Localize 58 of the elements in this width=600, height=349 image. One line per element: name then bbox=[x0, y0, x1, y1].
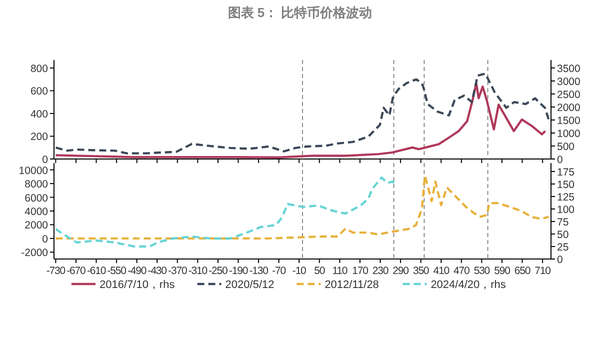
x-tick-label: -670 bbox=[66, 265, 86, 277]
y2-tick-label: 75 bbox=[557, 216, 569, 228]
x-tick-label: 710 bbox=[534, 265, 552, 277]
y2-tick-label: 100 bbox=[557, 204, 575, 216]
x-tick-label: -370 bbox=[168, 265, 188, 277]
legend-label: 2016/7/10，rhs bbox=[100, 279, 176, 291]
legend-label: 2020/5/12 bbox=[225, 279, 274, 291]
x-tick-label: -730 bbox=[46, 265, 66, 277]
legend-label: 2012/11/28 bbox=[324, 279, 379, 291]
x-tick-label: -610 bbox=[86, 265, 106, 277]
x-tick-label: -10 bbox=[292, 265, 307, 277]
x-tick-label: -250 bbox=[208, 265, 228, 277]
y2-tick-label: 500 bbox=[557, 140, 575, 153]
x-tick-label: -310 bbox=[188, 265, 208, 277]
x-tick-label: -190 bbox=[228, 265, 248, 277]
y-tick-label: 600 bbox=[30, 86, 48, 98]
y2-tick-label: 150 bbox=[557, 179, 575, 191]
y-tick-label: 10000 bbox=[18, 164, 48, 177]
x-tick-label: -430 bbox=[148, 265, 168, 277]
x-tick-label: 530 bbox=[474, 265, 490, 277]
y-tick-label: 6000 bbox=[24, 192, 48, 204]
legend-label: 2024/4/20，rhs bbox=[430, 279, 506, 291]
x-tick-label: 170 bbox=[352, 265, 369, 277]
y2-tick-label: 25 bbox=[557, 242, 569, 254]
x-tick-label: -490 bbox=[128, 265, 147, 277]
x-tick-label: 410 bbox=[433, 265, 450, 277]
x-tick-label: -130 bbox=[249, 265, 269, 277]
y-tick-label: 8000 bbox=[24, 178, 48, 191]
y2-tick-label: 0 bbox=[557, 154, 563, 166]
x-tick-label: -70 bbox=[272, 265, 286, 277]
y-tick-label: 4000 bbox=[24, 206, 48, 218]
y2-tick-label: 125 bbox=[557, 192, 575, 204]
y2-tick-label: 3500 bbox=[557, 62, 581, 75]
y2-tick-label: 1000 bbox=[557, 128, 581, 140]
y-tick-label: 0 bbox=[42, 154, 48, 166]
y-tick-label: -2000 bbox=[21, 247, 48, 260]
x-tick-label: 290 bbox=[392, 265, 410, 277]
x-tick-label: 50 bbox=[314, 265, 326, 277]
y2-tick-label: 0 bbox=[557, 254, 563, 266]
x-tick-label: -550 bbox=[107, 265, 127, 277]
y-tick-label: 400 bbox=[30, 108, 48, 120]
chart-title: 图表 5： 比特币价格波动 bbox=[228, 5, 372, 20]
y2-tick-label: 175 bbox=[557, 166, 575, 178]
x-tick-label: 110 bbox=[332, 265, 348, 277]
y2-tick-label: 50 bbox=[557, 229, 569, 241]
y2-tick-label: 1500 bbox=[557, 114, 581, 127]
y2-tick-label: 3000 bbox=[557, 76, 581, 88]
y-tick-label: 0 bbox=[42, 233, 48, 246]
x-tick-label: 230 bbox=[372, 265, 389, 277]
y-tick-label: 800 bbox=[30, 62, 48, 75]
x-tick-label: 470 bbox=[454, 265, 470, 277]
x-tick-label: 590 bbox=[494, 265, 511, 277]
x-tick-label: 650 bbox=[514, 265, 531, 277]
y2-tick-label: 2000 bbox=[557, 102, 581, 114]
y-tick-label: 2000 bbox=[24, 220, 48, 232]
y2-tick-label: 2500 bbox=[557, 88, 581, 101]
x-tick-label: 350 bbox=[412, 265, 430, 277]
y-tick-label: 200 bbox=[30, 131, 48, 144]
